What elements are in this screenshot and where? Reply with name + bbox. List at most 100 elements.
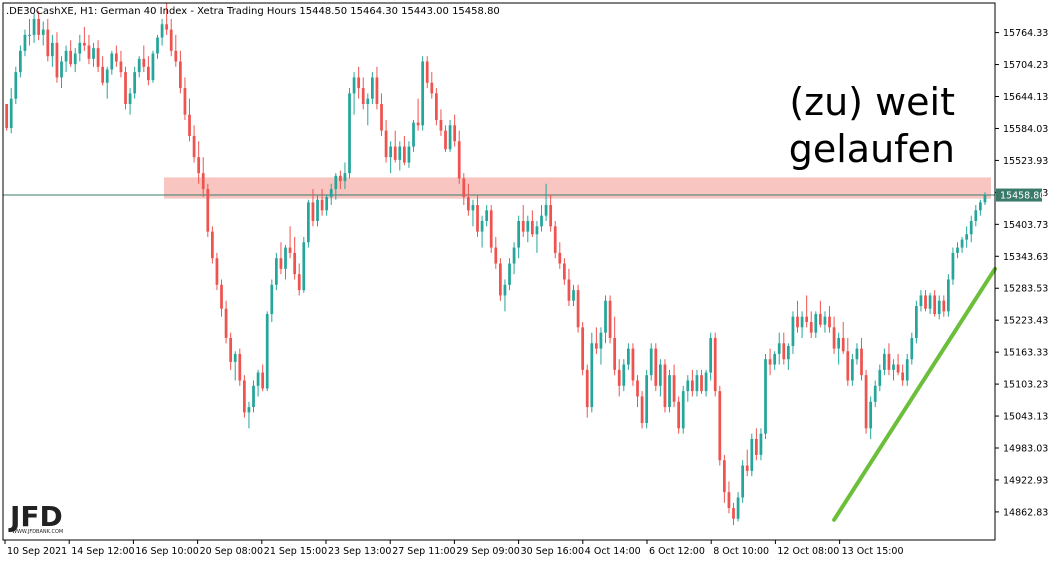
candle — [119, 50, 123, 78]
candle-body — [380, 104, 383, 131]
candle-body — [60, 61, 63, 78]
candle-body — [521, 220, 525, 232]
candle-body — [87, 45, 91, 59]
candle-body — [348, 93, 351, 174]
candle — [329, 183, 333, 206]
candle-body — [32, 18, 36, 35]
candle — [393, 130, 397, 163]
candle — [256, 369, 260, 397]
candle — [654, 343, 658, 392]
candle — [745, 449, 749, 477]
candle — [60, 56, 63, 89]
candle — [32, 13, 36, 43]
candle — [549, 194, 553, 232]
candle — [238, 348, 242, 386]
candle — [910, 332, 914, 365]
candle — [796, 300, 799, 333]
candle-body — [782, 343, 786, 360]
candle — [361, 77, 365, 110]
candle-body — [563, 263, 566, 280]
candle-body — [398, 146, 402, 160]
candle — [489, 205, 493, 253]
candle — [750, 433, 754, 477]
candle-body — [796, 316, 799, 328]
candle — [759, 428, 763, 461]
candle-body — [480, 220, 484, 232]
candle — [476, 194, 479, 237]
candle — [855, 343, 859, 365]
y-tick-label: 15103.23 — [1003, 380, 1048, 391]
candle — [302, 236, 306, 293]
candle — [777, 332, 781, 365]
candle-body — [604, 300, 607, 333]
candle-body — [544, 205, 548, 216]
candle-body — [750, 438, 754, 471]
candle-body — [243, 380, 246, 413]
candle-body — [165, 24, 169, 30]
x-tick-label: 27 Sep 11:00 — [392, 546, 455, 557]
candle — [389, 141, 393, 174]
candle — [384, 119, 388, 163]
candle-body — [19, 50, 22, 73]
candle — [905, 353, 909, 386]
candle — [110, 50, 114, 75]
candle-body — [517, 220, 521, 248]
candle — [919, 290, 923, 312]
candle-body — [78, 42, 82, 54]
price-axis: 15764.33 15704.23 15644.13 15584.03 15523.93… — [995, 28, 1048, 518]
candle — [325, 194, 329, 216]
candle — [151, 50, 155, 83]
candle — [828, 306, 831, 333]
candle — [416, 98, 420, 131]
y-tick-label: 14862.83 — [1003, 507, 1048, 518]
candle — [686, 375, 690, 402]
candle — [215, 252, 219, 291]
y-tick-label: 15343.63 — [1003, 252, 1048, 263]
candle-body — [599, 332, 603, 349]
candle — [782, 332, 786, 365]
candle-body — [508, 263, 511, 285]
candle — [755, 428, 758, 461]
candle — [51, 34, 54, 67]
candle — [581, 322, 585, 376]
candle-body — [791, 316, 795, 346]
candle — [590, 332, 594, 413]
candle-body — [896, 364, 900, 373]
resistance-zone — [164, 177, 991, 199]
y-tick-label: 15584.03 — [1003, 124, 1048, 135]
candle — [229, 332, 233, 370]
candle — [558, 242, 562, 269]
candle — [585, 364, 589, 418]
candle — [636, 375, 639, 408]
candle-body — [128, 93, 132, 105]
candle-body — [206, 189, 210, 232]
candle — [787, 343, 790, 370]
candle-body — [832, 327, 836, 349]
candle-body — [156, 37, 159, 54]
candle-body — [942, 300, 946, 312]
candle — [622, 359, 626, 392]
candle-body — [956, 247, 959, 253]
current-price-tag: 15458.80 — [996, 188, 1045, 202]
candle-body — [83, 42, 86, 46]
candle-body — [142, 58, 146, 67]
candle-body — [905, 359, 909, 381]
candle — [485, 205, 489, 227]
candle-body — [901, 372, 905, 381]
candle-body — [919, 295, 923, 307]
candle-body — [549, 205, 553, 227]
candle-body — [736, 497, 740, 519]
candle — [480, 215, 484, 248]
candle — [366, 93, 370, 126]
candle-body — [823, 316, 827, 325]
candle-body — [887, 353, 891, 370]
y-tick-label: 15043.13 — [1003, 412, 1048, 423]
candle — [974, 205, 978, 227]
candle-body — [188, 114, 191, 136]
candle-body — [412, 122, 415, 147]
candle — [375, 66, 379, 110]
candle — [869, 396, 873, 439]
candle-body — [869, 401, 873, 429]
candle — [764, 353, 767, 439]
candle — [517, 215, 521, 259]
